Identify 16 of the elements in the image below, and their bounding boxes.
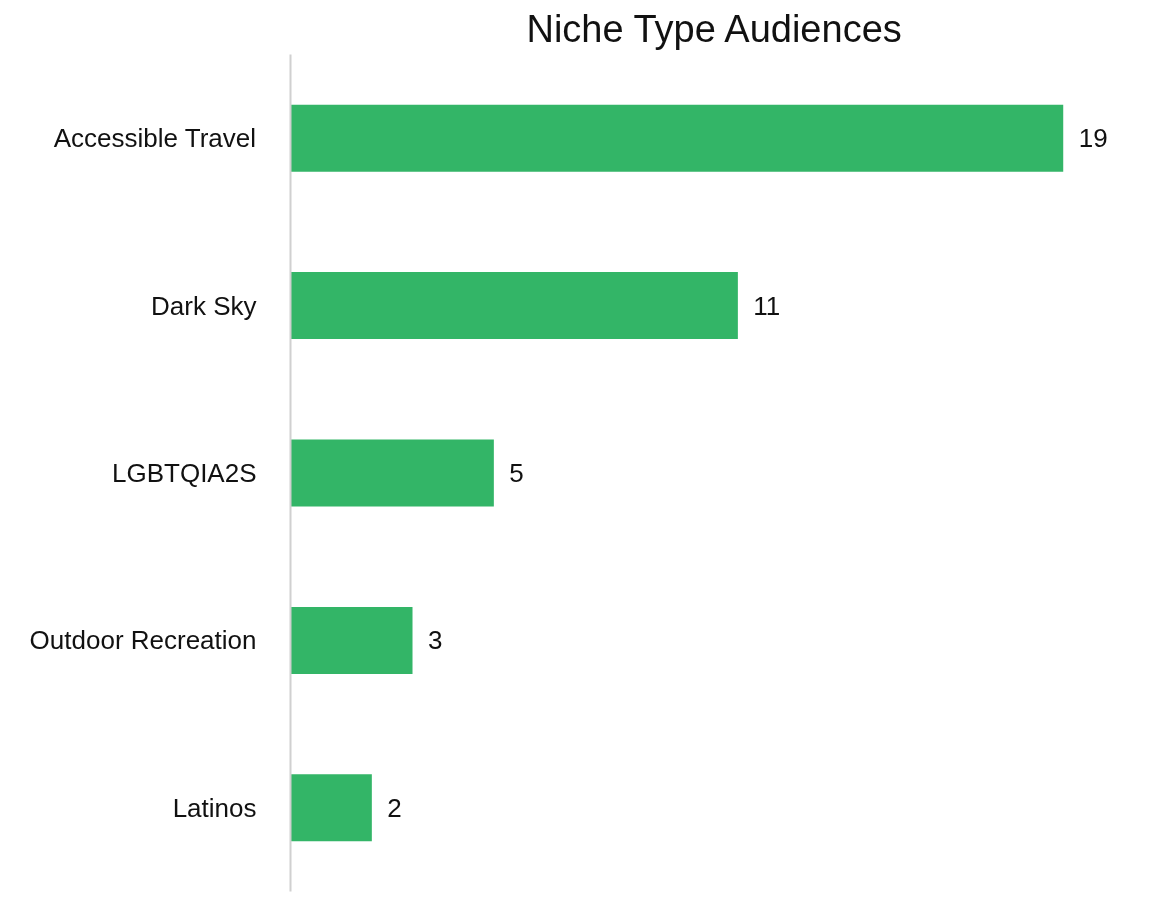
data-label: 3	[427, 625, 443, 656]
y-tick-label: LGBTQIA2S	[112, 458, 257, 488]
bar	[290, 606, 413, 674]
bar	[290, 272, 738, 340]
y-tick-label: Latinos	[172, 792, 257, 823]
y-tick-label: Outdoor Recreation	[29, 625, 257, 656]
y-tick-label: Dark Sky	[151, 290, 257, 321]
chart-title: Niche Type Audiences	[526, 7, 902, 50]
y-tick-label: Accessible Travel	[53, 123, 257, 154]
bar	[290, 439, 494, 507]
data-label: 5	[509, 458, 524, 488]
data-label: 19	[1078, 123, 1108, 154]
data-label: 11	[753, 290, 781, 321]
bar	[290, 774, 372, 842]
data-label: 2	[387, 792, 402, 823]
bar	[290, 104, 1064, 172]
